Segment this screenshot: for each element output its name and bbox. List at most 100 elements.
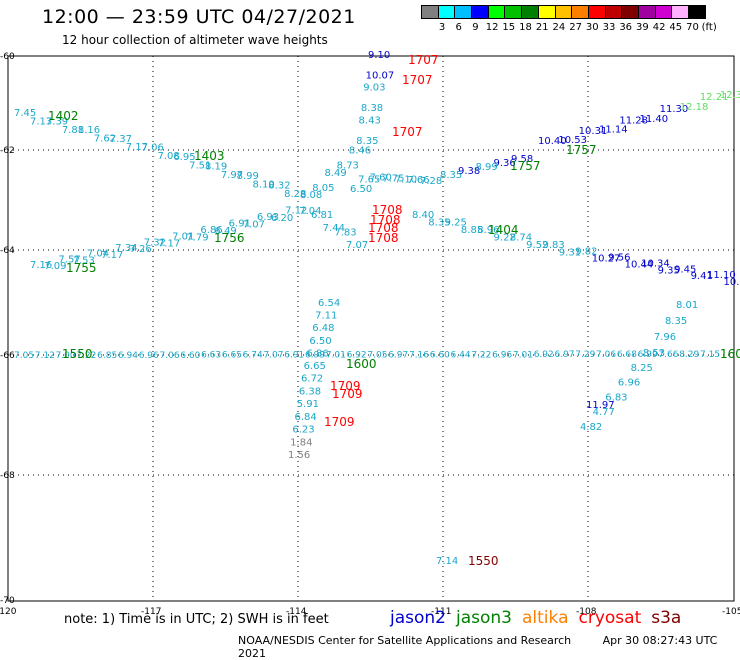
time-label: 1403 [194,149,225,163]
swh-value: 4.77 [593,407,615,418]
footer: NOAA/NESDIS Center for Satellite Applica… [238,634,740,660]
swh-value: 7.01 [513,350,533,360]
swh-value: 9.56 [608,253,630,264]
swh-value: 7.66 [658,350,678,360]
scale-label: 27 [569,22,582,33]
swh-value: 6.72 [301,374,323,385]
swh-value: 6.97 [388,350,408,360]
swh-value: 7.09 [44,261,66,272]
page-subtitle: 12 hour collection of altimeter wave hei… [62,33,328,47]
time-label: 1708 [368,231,399,245]
swh-value: 10.53 [558,135,587,146]
swh-value: 10.34 [641,258,670,269]
swh-value: 8.10 [252,180,274,191]
swh-value: 7.62 [94,134,116,145]
swh-value: 6.65 [304,361,326,372]
time-label: 1404 [488,223,519,237]
swh-value: 7.51 [189,161,211,172]
scale-label: (ft) [701,22,717,33]
swh-value: 7.57 [58,254,80,265]
note-text: note: 1) Time is in UTC; 2) SWH is in fe… [64,612,329,627]
swh-value: 6.86 [306,348,328,359]
swh-value: 8.25 [631,363,653,374]
swh-value: 6.38 [299,386,321,397]
swh-value: 8.38 [361,103,383,114]
swh-value: 12.18 [680,102,709,113]
satellite-jason2: jason2 [390,608,446,628]
swh-value: 9.35 [658,265,680,276]
swh-value: 7.05 [367,350,387,360]
scale-label: 33 [602,22,616,33]
time-label: 1708 [372,203,403,217]
lat-label: -64 [0,246,15,256]
map-frame [7,55,735,602]
swh-value: 7.97 [221,170,243,181]
swh-value: 5.91 [297,399,319,410]
swh-value: 7.44 [323,223,345,234]
lat-label: -62 [0,146,15,156]
swh-value: 6.96 [618,378,640,389]
swh-value: 11.40 [640,114,669,125]
swh-value: 8.53 [643,348,665,359]
swh-value: 9.22 [494,233,516,244]
swh-value: 7.79 [186,233,208,244]
swh-value: 9.83 [542,240,564,251]
time-label: 1707 [408,53,439,67]
scale-label: 9 [472,22,479,33]
swh-value: 8.35 [440,170,462,181]
page-title: 12:00 — 23:59 UTC 04/27/2021 [42,6,356,28]
swh-value: 6.68 [617,350,637,360]
swh-value: 7.60 [370,173,392,184]
scale-label: 24 [552,22,566,33]
lat-label: -66 [0,351,15,361]
swh-value: 9.52 [526,240,548,251]
lat-label: -70 [0,596,15,606]
swh-value: 9.10 [368,50,390,61]
swh-value: 6.20 [271,213,293,224]
swh-value: 9.45 [674,264,696,275]
swh-value: 6.83 [605,392,627,403]
swh-value: 8.16 [78,125,100,136]
swh-value: 6.60 [430,350,450,360]
swh-value: 7.06 [596,350,616,360]
swh-value: 7.00 [56,351,76,361]
swh-value: 9.36 [493,158,515,169]
color-scale-labels: 3 6 9 12 15 18 21 24 27 30 33 36 39 42 45 70 (ft) [422,22,740,34]
swh-value: 7.04 [299,206,321,217]
scale-label: 42 [652,22,666,33]
swh-value: 11.30 [660,104,689,115]
swh-value: 10.27 [592,254,621,265]
swh-value: 7.14 [436,556,458,567]
swh-value: 12.21 [700,92,729,103]
swh-value: 6.95 [173,152,195,163]
satellite-s3a: s3a [651,608,682,628]
swh-value: 6.92 [347,351,367,361]
swh-value: 11.10 [707,270,736,281]
swh-value: 11.14 [599,125,628,136]
swh-value: 7.12 [35,351,55,361]
swh-value: 7.32 [144,237,166,248]
time-label: 1756 [214,231,245,245]
swh-value: 6.96 [492,350,512,360]
swh-value: 9.38 [458,166,480,177]
swh-value: 7.06 [160,351,180,361]
swh-value: 7.13 [30,116,52,127]
swh-value: 7.17 [126,142,148,153]
swh-value: 7.65 [358,174,380,185]
swh-value: 1.84 [290,437,312,448]
swh-value: 7.75 [382,173,404,184]
swh-value: 12.35 [720,90,740,101]
time-label: 1757 [510,159,541,173]
lon-label: -117 [141,607,161,617]
swh-value: 7.45 [14,108,36,119]
time-label: 1707 [392,125,423,139]
swh-value: 11.28 [619,116,648,127]
swh-value: 7.17 [158,238,180,249]
swh-value: 7.26 [129,244,151,255]
swh-value: 6.50 [350,184,372,195]
swh-value: 6.81 [311,210,333,221]
swh-value: 6.91 [284,351,304,361]
swh-value: 7.83 [334,227,356,238]
lon-label: -108 [576,607,597,617]
swh-value: 7.53 [73,255,95,266]
